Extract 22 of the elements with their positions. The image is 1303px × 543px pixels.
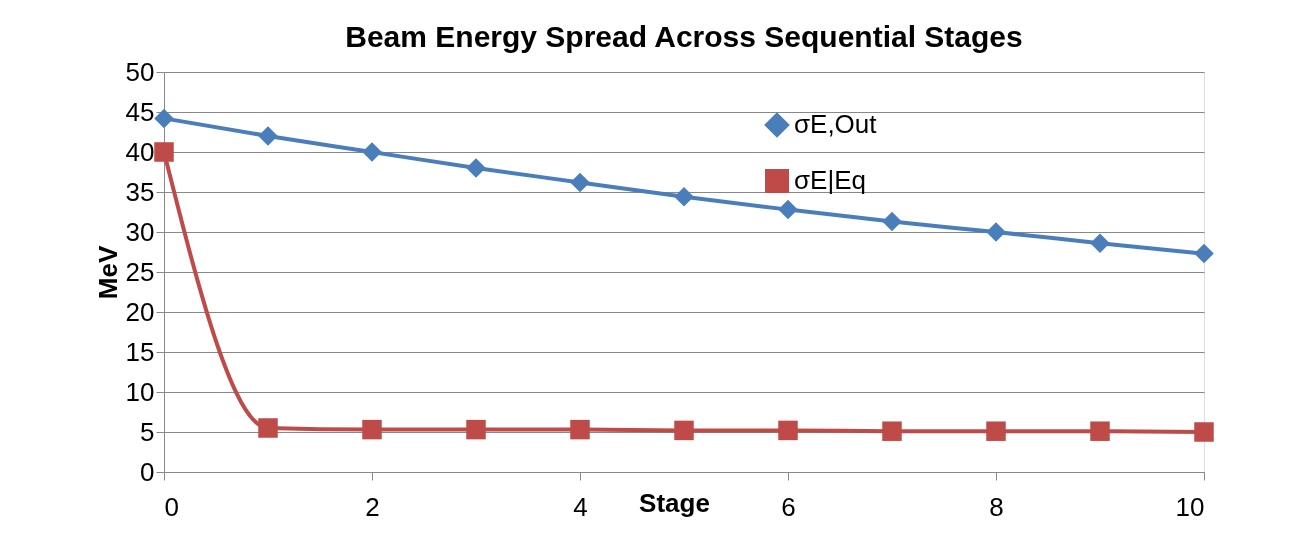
y-tick-label: 20 [125, 296, 155, 327]
y-tick-label: 0 [140, 456, 155, 487]
y-tick-label: 50 [125, 56, 155, 87]
x-axis-title: Stage [639, 487, 710, 518]
y-tick-label: 5 [140, 416, 155, 447]
x-tick-label: 2 [365, 491, 380, 522]
x-tick-label: 6 [781, 491, 796, 522]
x-tick-label: 8 [989, 491, 1004, 522]
y-tick-label: 30 [125, 216, 155, 247]
y-tick-label: 10 [125, 376, 155, 407]
y-tick-label: 25 [125, 256, 155, 287]
y-tick-label: 15 [125, 336, 155, 367]
x-tick-label: 10 [1175, 491, 1205, 522]
y-axis-title: MeV [92, 245, 123, 300]
legend-label: σE|Eq [794, 165, 866, 195]
x-tick-label: 4 [573, 491, 588, 522]
legend-label: σE,Out [794, 109, 878, 139]
y-tick-label: 45 [125, 96, 155, 127]
y-tick-label: 35 [125, 176, 155, 207]
x-tick-label: 0 [164, 491, 179, 522]
chart-title: Beam Energy Spread Across Sequential Stages [345, 20, 1023, 53]
y-tick-label: 40 [125, 136, 155, 167]
